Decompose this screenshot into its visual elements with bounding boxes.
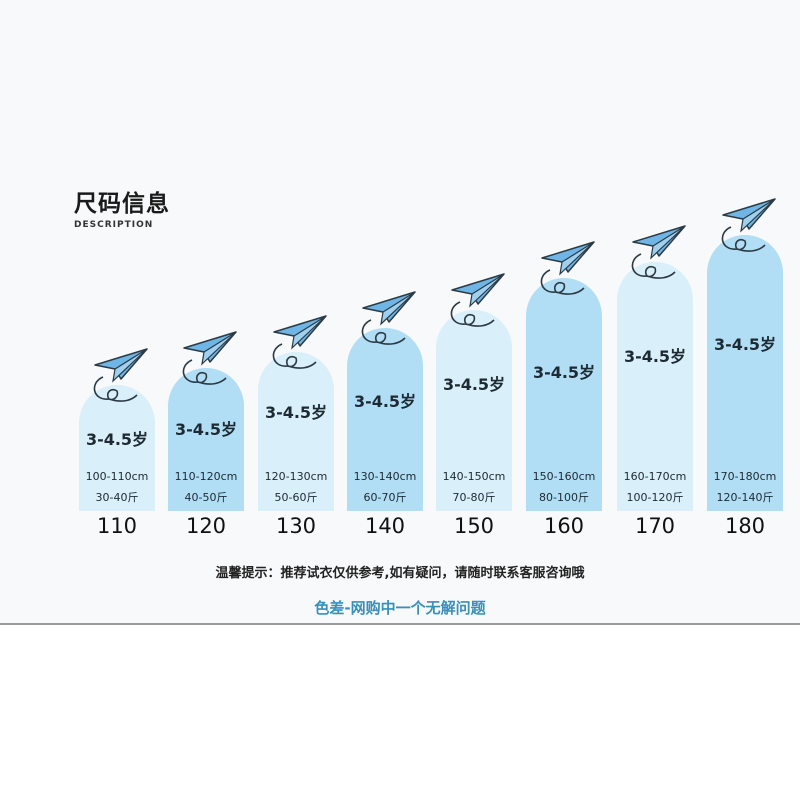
age-label: 3-4.5岁 xyxy=(353,392,417,411)
size-column: 3-4.5岁 120-130cm 50-60斤 130 xyxy=(258,0,334,545)
size-label: 110 xyxy=(96,514,138,538)
weight-range: 40-50斤 xyxy=(184,491,228,504)
size-bar xyxy=(617,262,693,511)
age-label: 3-4.5岁 xyxy=(713,335,777,354)
size-bar xyxy=(707,235,783,511)
page-subtitle: DESCRIPTION xyxy=(74,220,154,230)
height-range: 150-160cm xyxy=(532,470,596,483)
height-range: 110-120cm xyxy=(174,470,238,483)
size-column: 3-4.5岁 130-140cm 60-70斤 140 xyxy=(347,0,423,545)
size-label: 120 xyxy=(185,514,227,538)
paper-plane-icon xyxy=(93,348,148,402)
age-label: 3-4.5岁 xyxy=(532,363,596,382)
size-bar xyxy=(79,385,155,511)
height-range: 170-180cm xyxy=(713,470,777,483)
size-column: 3-4.5岁 110-120cm 40-50斤 120 xyxy=(168,0,244,545)
size-label: 150 xyxy=(453,514,495,538)
size-bar xyxy=(436,310,512,511)
height-range: 130-140cm xyxy=(353,470,417,483)
paper-plane-icon xyxy=(721,198,776,252)
size-label: 170 xyxy=(634,514,676,538)
height-range: 160-170cm xyxy=(623,470,687,483)
size-chart-panel: 尺码信息 DESCRIPTION 3-4.5岁 100-110cm 30-40斤 11… xyxy=(0,0,800,625)
size-label: 140 xyxy=(364,514,406,538)
size-column: 3-4.5岁 140-150cm 70-80斤 150 xyxy=(436,0,512,545)
paper-plane-icon xyxy=(272,315,327,369)
age-label: 3-4.5岁 xyxy=(85,430,149,449)
size-label: 180 xyxy=(724,514,766,538)
paper-plane-icon xyxy=(182,331,237,385)
weight-range: 80-100斤 xyxy=(539,491,589,504)
age-label: 3-4.5岁 xyxy=(442,375,506,394)
size-bar xyxy=(347,328,423,511)
tip-text: 温馨提示：推荐试衣仅供参考,如有疑问，请随时联系客服咨询哦 xyxy=(215,566,585,581)
color-note: 色差-网购中一个无解问题 xyxy=(314,599,486,617)
weight-range: 30-40斤 xyxy=(95,491,139,504)
size-label: 160 xyxy=(543,514,585,538)
weight-range: 70-80斤 xyxy=(452,491,496,504)
paper-plane-icon xyxy=(450,273,505,327)
weight-range: 50-60斤 xyxy=(274,491,318,504)
paper-plane-icon xyxy=(631,225,686,279)
size-bar xyxy=(168,368,244,511)
size-column: 3-4.5岁 170-180cm 120-140斤 180 xyxy=(707,0,783,545)
weight-range: 60-70斤 xyxy=(363,491,407,504)
page-title: 尺码信息 xyxy=(74,191,170,217)
size-column: 3-4.5岁 160-170cm 100-120斤 170 xyxy=(617,0,693,545)
size-column: 3-4.5岁 100-110cm 30-40斤 110 xyxy=(79,0,155,545)
paper-plane-icon xyxy=(540,241,595,295)
height-range: 120-130cm xyxy=(264,470,328,483)
height-range: 140-150cm xyxy=(442,470,506,483)
age-label: 3-4.5岁 xyxy=(264,403,328,422)
weight-range: 120-140斤 xyxy=(716,491,774,504)
height-range: 100-110cm xyxy=(85,470,149,483)
weight-range: 100-120斤 xyxy=(626,491,684,504)
size-bar xyxy=(258,352,334,511)
age-label: 3-4.5岁 xyxy=(623,347,687,366)
size-bar xyxy=(526,278,602,511)
paper-plane-icon xyxy=(361,291,416,345)
size-column: 3-4.5岁 150-160cm 80-100斤 160 xyxy=(526,0,602,545)
size-label: 130 xyxy=(275,514,317,538)
age-label: 3-4.5岁 xyxy=(174,420,238,439)
